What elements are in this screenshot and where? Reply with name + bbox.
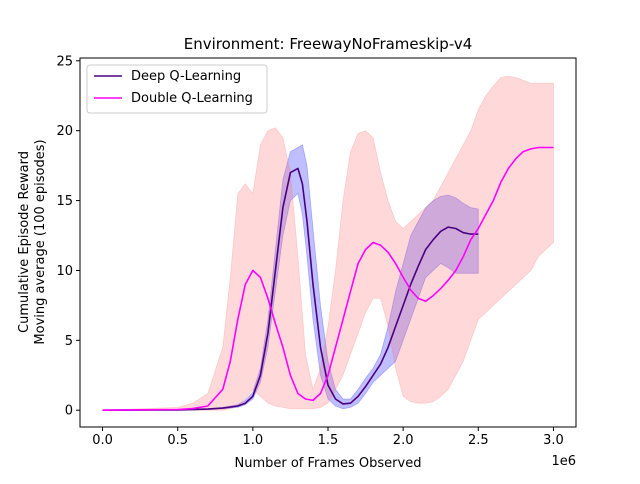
y-axis-ticks: 0 5 10 15 20 25	[56, 54, 80, 419]
y-tick-label: 20	[56, 124, 73, 139]
y-axis-label-line1: Cumulative Episode Reward	[17, 151, 32, 333]
x-axis-label: Number of Frames Observed	[235, 456, 422, 471]
x-tick-label: 1.5	[318, 433, 339, 448]
legend-box	[86, 64, 268, 114]
band-deep-q-learning	[102, 144, 479, 411]
x-tick-label: 1.0	[243, 433, 264, 448]
y-tick-label: 0	[65, 404, 73, 419]
y-axis-label-line2: Moving average (100 episodes)	[33, 139, 48, 344]
x-axis-offset-label: 1e6	[551, 454, 576, 469]
legend: Deep Q-Learning Double Q-Learning	[86, 64, 268, 114]
y-tick-label: 25	[56, 54, 73, 69]
line-double-q-learning	[102, 146, 554, 411]
chart-title: Environment: FreewayNoFrameskip-v4	[184, 35, 473, 53]
x-tick-label: 3.0	[543, 433, 564, 448]
y-tick-label: 5	[65, 334, 73, 349]
confidence-bands	[102, 75, 554, 411]
legend-label-deep-q-learning: Deep Q-Learning	[131, 69, 241, 84]
y-tick-label: 15	[56, 194, 73, 209]
x-tick-label: 0.0	[92, 433, 113, 448]
x-tick-label: 0.5	[167, 433, 188, 448]
x-tick-label: 2.5	[468, 433, 489, 448]
x-tick-label: 2.0	[393, 433, 414, 448]
band-double-q-learning	[102, 75, 554, 411]
x-axis-ticks: 0.0 0.5 1.0 1.5 2.0 2.5 3.0	[92, 427, 564, 448]
y-tick-label: 10	[56, 264, 73, 279]
series-lines	[102, 146, 554, 412]
line-deep-q-learning	[102, 167, 479, 412]
legend-label-double-q-learning: Double Q-Learning	[131, 91, 253, 106]
